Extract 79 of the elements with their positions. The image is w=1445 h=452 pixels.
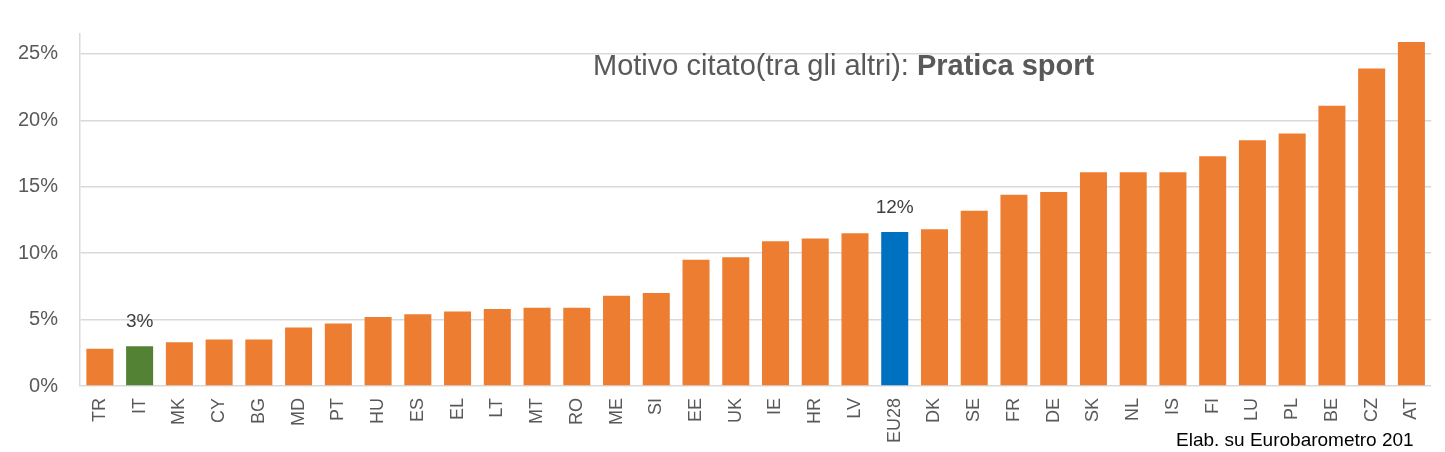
bar <box>1358 68 1386 386</box>
bar <box>205 339 233 386</box>
bar <box>762 241 790 386</box>
x-tick-label: MD <box>287 398 308 426</box>
x-tick-label: IS <box>1161 398 1182 416</box>
bar <box>165 342 193 386</box>
text: Pratica sport <box>915 49 1095 81</box>
bar <box>364 316 392 386</box>
bar <box>682 259 710 386</box>
x-tick-label: HU <box>367 398 388 424</box>
y-tick-label: 20% <box>17 107 59 130</box>
bar <box>841 233 869 386</box>
bar <box>801 238 829 386</box>
x-tick-label: IE <box>764 398 785 416</box>
bar <box>483 308 511 386</box>
y-tick-label: 5% <box>29 307 59 330</box>
bar <box>1119 172 1147 386</box>
x-tick-label: AT <box>1400 398 1421 420</box>
data-label: 12% <box>875 195 914 217</box>
x-tick-label: FI <box>1201 398 1222 414</box>
bar <box>1278 133 1306 386</box>
x-tick-label: IT <box>128 398 149 414</box>
text: Elab. su Eurobarometro 201 <box>1176 429 1414 451</box>
bar <box>1040 192 1068 386</box>
x-tick-label: DE <box>1042 398 1063 424</box>
bar <box>1000 194 1028 386</box>
bar <box>563 307 591 386</box>
y-tick-label: 25% <box>17 41 59 64</box>
x-tick-label: PL <box>1281 398 1302 421</box>
x-tick-label: BG <box>247 398 268 425</box>
bar <box>126 346 154 386</box>
x-tick-label: CY <box>208 398 229 424</box>
x-tick-label: UK <box>724 398 745 424</box>
bar <box>285 327 313 386</box>
bar <box>245 339 273 386</box>
x-tick-label: CZ <box>1360 398 1381 422</box>
x-tick-label: DK <box>923 398 944 424</box>
bar <box>1079 172 1107 386</box>
bar <box>722 257 750 386</box>
y-tick-label: 10% <box>17 240 59 263</box>
bar <box>1199 156 1227 386</box>
x-tick-label: SI <box>645 398 666 416</box>
x-tick-label: MT <box>526 398 547 424</box>
bar <box>1238 140 1266 386</box>
x-tick-label: ME <box>605 398 626 425</box>
bar <box>1318 105 1346 386</box>
bar <box>1397 41 1425 386</box>
x-tick-label: BE <box>1320 398 1341 423</box>
x-tick-label: ES <box>406 398 427 423</box>
bar <box>960 210 988 386</box>
x-tick-label: EL <box>446 398 467 421</box>
x-tick-label: PT <box>327 398 348 422</box>
bar <box>404 314 432 386</box>
x-tick-label: MK <box>168 398 189 425</box>
bar <box>881 231 909 386</box>
bar <box>86 348 114 386</box>
x-tick-label: EU28 <box>883 398 904 444</box>
bar <box>642 293 670 386</box>
bar <box>920 229 948 386</box>
bar <box>523 307 551 386</box>
x-tick-label: NL <box>1122 398 1143 422</box>
x-tick-label: EE <box>684 398 705 423</box>
bar <box>324 323 352 386</box>
y-tick-label: 0% <box>29 373 59 396</box>
x-tick-label: SK <box>1082 398 1103 423</box>
text: Motivo citato(tra gli altri): <box>593 49 909 81</box>
bar <box>603 295 631 386</box>
x-tick-label: SE <box>963 398 984 423</box>
bar <box>1159 172 1187 386</box>
y-tick-label: 15% <box>17 174 59 197</box>
x-tick-label: RO <box>565 398 586 425</box>
x-tick-label: LV <box>843 398 864 419</box>
x-tick-label: FR <box>1002 398 1023 422</box>
bar <box>444 311 472 386</box>
x-tick-label: LT <box>486 398 507 418</box>
data-label: 3% <box>125 310 154 332</box>
x-tick-label: HR <box>804 398 825 424</box>
x-tick-label: TR <box>88 398 109 422</box>
x-tick-label: LU <box>1241 398 1262 422</box>
